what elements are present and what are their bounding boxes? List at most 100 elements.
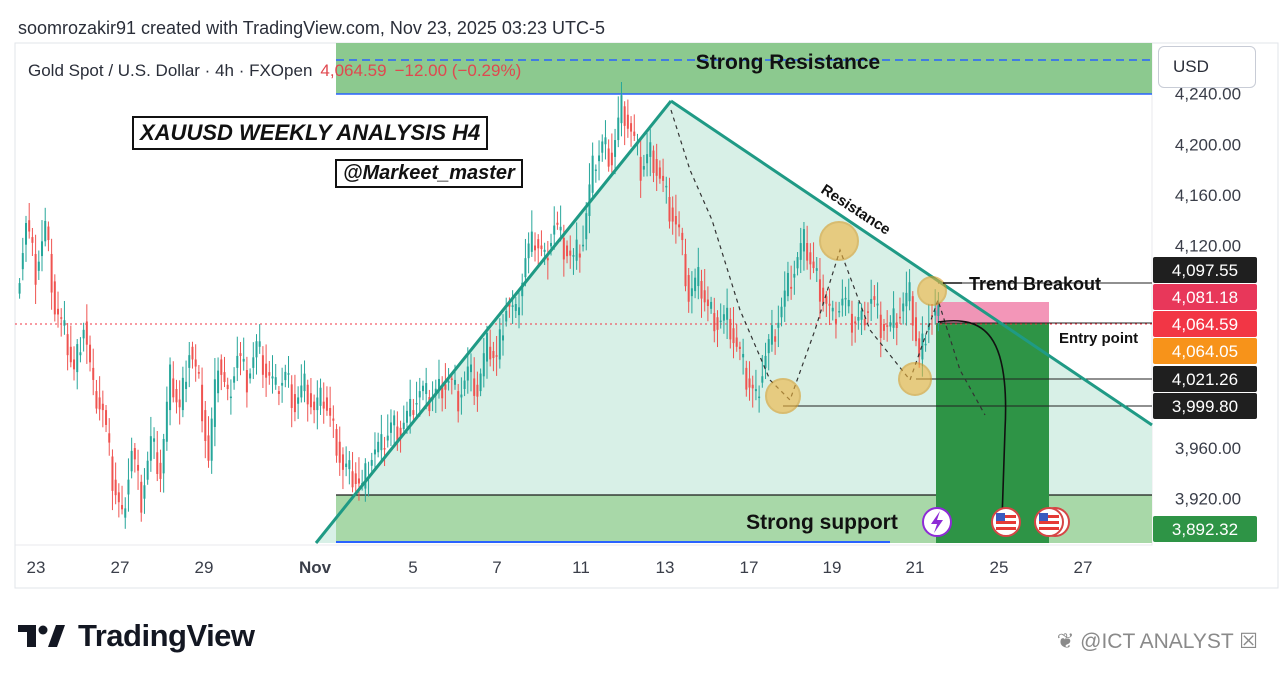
x-tick-label: 25 [990,558,1009,577]
candle-body [658,167,661,179]
candle-body [53,281,56,315]
candle-body [229,396,232,399]
candle-body [412,410,415,415]
price-label: 4,081.18 [1172,288,1238,307]
candle-body [815,268,818,271]
candle-body [937,305,940,316]
tradingview-logo[interactable]: TradingView [18,618,255,654]
candle-body [870,298,873,304]
candle-body [828,303,831,306]
candle-body [373,449,376,455]
symbol-name: Gold Spot / U.S. Dollar · 4h · FXOpen [28,61,313,80]
candle-body [169,364,172,411]
candle-body [594,169,597,171]
candle-body [188,355,191,368]
x-tick-label: 27 [111,558,130,577]
candle-body [684,253,687,287]
candle-body [857,317,860,321]
candle-body [335,429,338,456]
candle-body [524,258,527,278]
candle-body [364,463,367,489]
candle-body [537,239,540,249]
currency-button[interactable]: USD [1158,46,1256,88]
candle-body [213,379,216,427]
tradingview-logo-icon [18,625,65,647]
candle-body [322,401,325,409]
candle-body [380,434,383,451]
candle-body [591,155,594,193]
candles [18,81,940,529]
candle-body [255,341,258,358]
candle-body [812,261,815,269]
candle-body [127,479,130,495]
candle-body [729,318,732,340]
price-label-box [1153,366,1257,392]
candle-body [790,286,793,289]
candle-body [934,310,937,316]
strong-resistance-zone [336,43,1152,94]
us-flag-event-icon[interactable] [991,507,1021,537]
candle-body [69,346,72,363]
y-tick-label: 4,240.00 [1175,85,1241,104]
candle-body [620,95,623,124]
candle-body [546,258,549,261]
candle-body [124,508,127,518]
candle-body [806,243,809,261]
candle-body [639,156,642,181]
candle-body [377,441,380,453]
candle-body [511,305,514,307]
candle-body [908,282,911,302]
author-credit: soomrozakir91 created with TradingView.c… [18,18,605,38]
candle-body [844,297,847,300]
candle-body [854,321,857,324]
candle-body [578,253,581,258]
candle-body [642,166,645,170]
candle-body [489,346,492,360]
candle-body [572,255,575,257]
candle-body [242,358,245,362]
candle-body [290,384,293,408]
x-tick-label: 13 [656,558,675,577]
candle-body [914,317,917,342]
highlight-circle [898,362,932,396]
candle-body [662,175,665,181]
symbol-legend[interactable]: Gold Spot / U.S. Dollar · 4h · FXOpen 4,0… [28,61,521,81]
candle-body [389,422,392,433]
candle-body [95,391,98,409]
candle-body [623,106,626,126]
candle-body [121,505,124,510]
time-scale[interactable]: 23 27 29 Nov 5 7 11 13 17 19 21 25 27 [27,558,1093,577]
candle-body [873,296,876,300]
candle-body [354,473,357,485]
candle-body [44,220,47,242]
candle-body [550,242,553,247]
candle-body [482,353,485,377]
candle-body [882,324,885,331]
candle-body [425,383,428,395]
candle-body [834,318,837,324]
candle-body [892,308,895,328]
candle-body [633,131,636,136]
candle-body [674,215,677,225]
candle-body [780,306,783,318]
candle-body [181,377,184,411]
candle-body [281,382,284,386]
x-tick-label: Nov [299,558,332,577]
candle-body [60,317,63,319]
candle-body [742,353,745,358]
candle-body [191,346,194,360]
candle-body [786,272,789,297]
y-tick-label: 4,200.00 [1175,135,1241,154]
candle-body [73,359,76,370]
candle-body [540,245,543,250]
candle-body [799,243,802,260]
candle-body [114,479,117,496]
price-label-box [1153,393,1257,419]
lightning-event-icon[interactable] [922,507,952,537]
candle-body [921,333,924,360]
candle-body [614,140,617,157]
us-flag-event-icon[interactable] [1034,507,1070,537]
price-scale[interactable]: 4,240.00 4,200.00 4,160.00 4,120.00 3,960.00… [1175,85,1241,509]
candle-body [898,316,901,319]
